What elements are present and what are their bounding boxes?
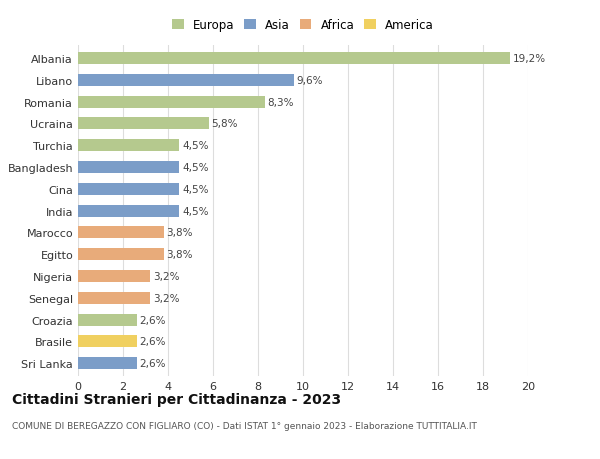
- Text: 2,6%: 2,6%: [139, 315, 166, 325]
- Bar: [78, 75, 294, 87]
- Text: 3,8%: 3,8%: [166, 228, 193, 238]
- Bar: [78, 336, 137, 347]
- Text: 3,2%: 3,2%: [152, 271, 179, 281]
- Bar: [78, 96, 265, 108]
- Bar: [78, 249, 163, 261]
- Text: 2,6%: 2,6%: [139, 358, 166, 368]
- Bar: [78, 358, 137, 369]
- Text: COMUNE DI BEREGAZZO CON FIGLIARO (CO) - Dati ISTAT 1° gennaio 2023 - Elaborazion: COMUNE DI BEREGAZZO CON FIGLIARO (CO) - …: [12, 421, 477, 431]
- Text: 4,5%: 4,5%: [182, 141, 208, 151]
- Text: 9,6%: 9,6%: [296, 76, 323, 86]
- Bar: [78, 314, 137, 326]
- Text: 19,2%: 19,2%: [513, 54, 546, 64]
- Bar: [78, 292, 150, 304]
- Bar: [78, 140, 179, 152]
- Bar: [78, 118, 209, 130]
- Bar: [78, 162, 179, 174]
- Bar: [78, 184, 179, 196]
- Text: 4,5%: 4,5%: [182, 206, 208, 216]
- Bar: [78, 227, 163, 239]
- Legend: Europa, Asia, Africa, America: Europa, Asia, Africa, America: [172, 19, 434, 32]
- Bar: [78, 270, 150, 282]
- Text: 4,5%: 4,5%: [182, 162, 208, 173]
- Text: 3,2%: 3,2%: [152, 293, 179, 303]
- Text: 8,3%: 8,3%: [268, 97, 294, 107]
- Text: 5,8%: 5,8%: [211, 119, 238, 129]
- Bar: [78, 53, 510, 65]
- Text: 3,8%: 3,8%: [166, 250, 193, 260]
- Text: Cittadini Stranieri per Cittadinanza - 2023: Cittadini Stranieri per Cittadinanza - 2…: [12, 392, 341, 406]
- Text: 4,5%: 4,5%: [182, 185, 208, 195]
- Text: 2,6%: 2,6%: [139, 336, 166, 347]
- Bar: [78, 205, 179, 217]
